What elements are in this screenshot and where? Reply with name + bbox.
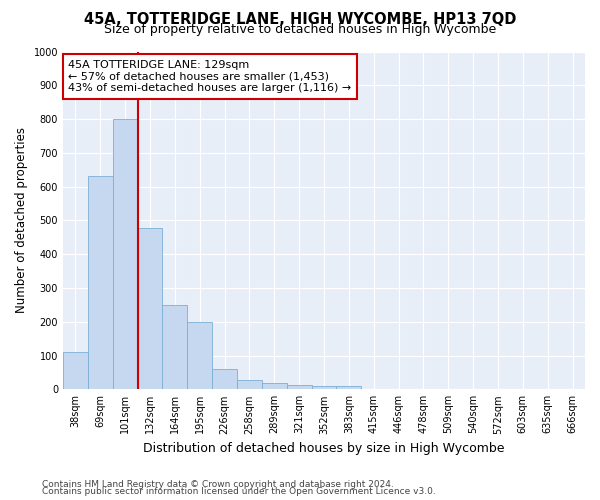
Bar — [287, 386, 311, 390]
Bar — [187, 322, 212, 390]
Bar — [113, 119, 137, 390]
Text: Contains HM Land Registry data © Crown copyright and database right 2024.: Contains HM Land Registry data © Crown c… — [42, 480, 394, 489]
Bar — [337, 386, 361, 390]
Text: Contains public sector information licensed under the Open Government Licence v3: Contains public sector information licen… — [42, 488, 436, 496]
Bar — [311, 386, 337, 390]
Text: Size of property relative to detached houses in High Wycombe: Size of property relative to detached ho… — [104, 24, 496, 36]
Bar — [262, 383, 287, 390]
Text: 45A, TOTTERIDGE LANE, HIGH WYCOMBE, HP13 7QD: 45A, TOTTERIDGE LANE, HIGH WYCOMBE, HP13… — [84, 12, 516, 28]
Y-axis label: Number of detached properties: Number of detached properties — [15, 128, 28, 314]
Bar — [63, 352, 88, 390]
X-axis label: Distribution of detached houses by size in High Wycombe: Distribution of detached houses by size … — [143, 442, 505, 455]
Bar — [163, 305, 187, 390]
Bar — [88, 176, 113, 390]
Text: 45A TOTTERIDGE LANE: 129sqm
← 57% of detached houses are smaller (1,453)
43% of : 45A TOTTERIDGE LANE: 129sqm ← 57% of det… — [68, 60, 352, 93]
Bar — [237, 380, 262, 390]
Bar — [212, 369, 237, 390]
Bar — [137, 228, 163, 390]
